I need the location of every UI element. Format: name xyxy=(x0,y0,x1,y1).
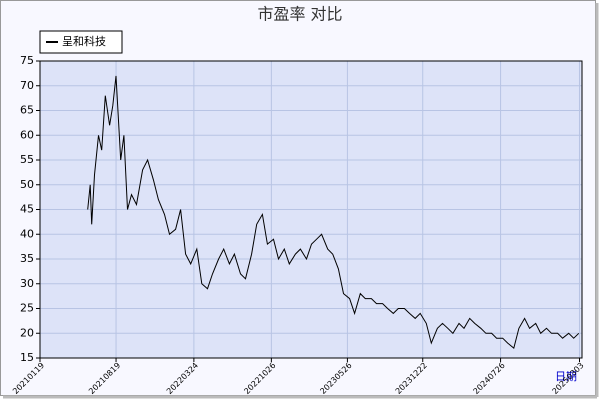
legend-label: 呈和科技 xyxy=(62,34,106,48)
legend: 呈和科技 xyxy=(39,30,123,54)
legend-box xyxy=(39,30,123,54)
data-line xyxy=(87,75,580,349)
y-tick-label: 75 xyxy=(20,54,34,67)
y-tick-label: 25 xyxy=(20,302,34,315)
y-tick-label: 45 xyxy=(20,203,34,216)
y-tick-label: 60 xyxy=(20,128,34,141)
y-tick-label: 40 xyxy=(20,227,34,240)
chart-title: 市盈率 对比 xyxy=(257,5,342,24)
y-tick-label: 70 xyxy=(20,79,34,92)
y-tick-label: 15 xyxy=(20,351,34,364)
y-tick-label: 50 xyxy=(20,178,34,191)
y-tick-label: 20 xyxy=(20,326,34,339)
plot-border xyxy=(39,60,583,359)
x-axis-label: 日期 xyxy=(555,370,577,383)
y-tick-label: 30 xyxy=(20,277,34,290)
y-tick-label: 35 xyxy=(20,252,34,265)
y-tick-label: 55 xyxy=(20,153,34,166)
y-tick-label: 65 xyxy=(20,104,34,117)
